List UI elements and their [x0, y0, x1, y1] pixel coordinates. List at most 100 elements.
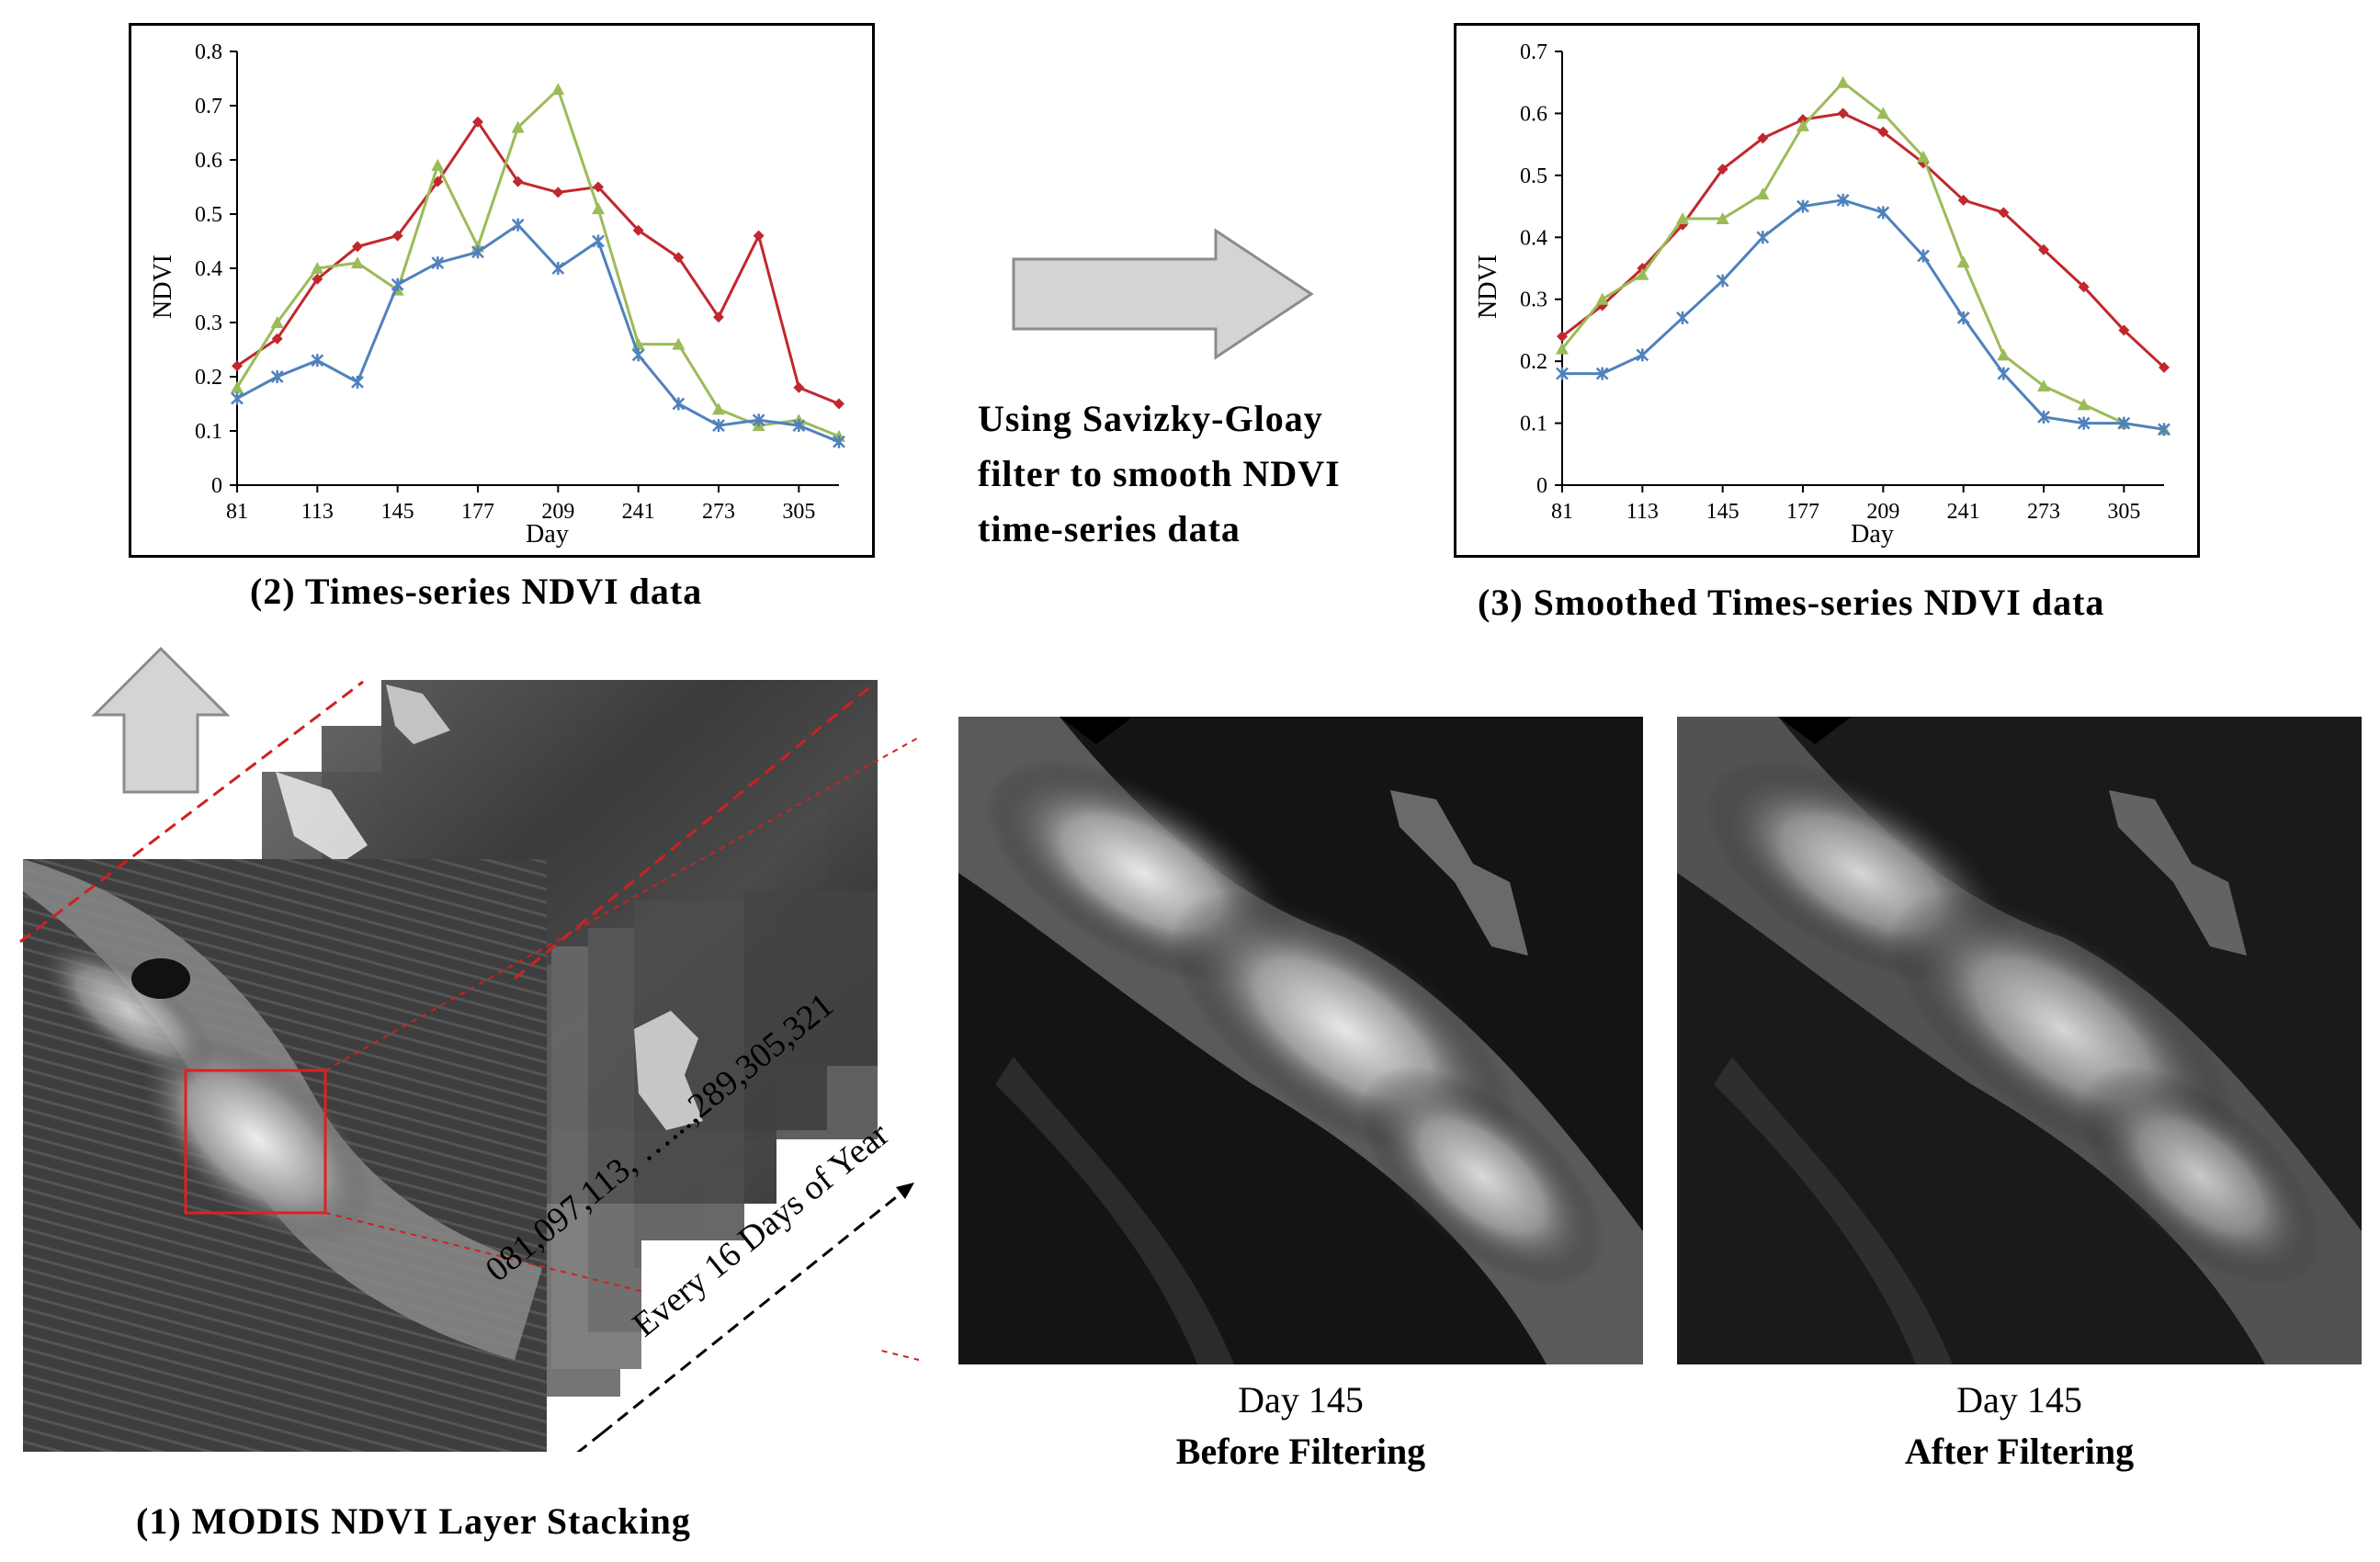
chart2-x-tick-label: 145	[1706, 500, 1740, 524]
data-point	[1836, 75, 1850, 88]
chart2-x-tick-label: 81	[1551, 500, 1573, 524]
before-day-label: Day 145	[1238, 1379, 1364, 1421]
chart1-series-line	[236, 222, 840, 444]
chart2-y-axis-label: NDVI	[1474, 255, 1502, 319]
data-point	[552, 187, 564, 198]
chart1-series-line	[235, 86, 840, 438]
data-point	[1557, 331, 1568, 343]
data-point	[551, 262, 565, 275]
chart2-y-tick-label: 0.5	[1520, 164, 1547, 188]
chart1-x-tick-label: 209	[541, 500, 574, 524]
chart1-series-2	[231, 218, 845, 448]
data-point	[672, 397, 686, 411]
chart2-x-tick-label: 177	[1786, 500, 1819, 524]
data-point	[2117, 416, 2131, 430]
data-point	[1676, 212, 1689, 225]
chart2-x-tick-label: 241	[1947, 500, 1980, 524]
chart1-x-tick-label: 145	[381, 500, 414, 524]
chart1-series-line	[236, 119, 840, 405]
chart2-series-line	[1562, 198, 2165, 431]
filter-note: Using Savizky-Gloay filter to smooth NDV…	[978, 391, 1341, 557]
chart2-series-2	[1556, 193, 2170, 436]
data-point	[511, 120, 525, 133]
data-point	[271, 333, 283, 345]
data-point	[1716, 212, 1729, 225]
chart1-y-tick-label: 0.2	[195, 366, 222, 390]
data-point	[1917, 150, 1930, 163]
chart1-y-tick-label: 0.1	[195, 420, 222, 444]
chart1-y-axis-label: NDVI	[149, 255, 177, 319]
data-point	[352, 241, 363, 253]
data-point	[1676, 311, 1689, 324]
chart1-caption: (2) Times-series NDVI data	[250, 571, 703, 612]
filter-note-line2: filter to smooth NDVI	[978, 453, 1341, 494]
chart1-x-tick-label: 81	[226, 500, 248, 524]
data-point	[1757, 132, 1769, 144]
chart1-series-0	[232, 116, 844, 410]
data-point	[672, 337, 686, 350]
data-point	[431, 158, 445, 171]
chart2-y-tick-label: 0.4	[1520, 226, 1547, 250]
data-point	[312, 273, 323, 285]
filter-note-line1: Using Savizky-Gloay	[978, 398, 1323, 439]
data-point	[1756, 231, 1770, 244]
chart2-x-tick-label: 209	[1866, 500, 1899, 524]
chart2-caption: (3) Smoothed Times-series NDVI data	[1478, 582, 2105, 623]
chart1-y-tick-label: 0	[211, 474, 222, 498]
data-point	[1956, 255, 1970, 268]
data-point	[351, 375, 364, 389]
chart2-x-tick-label: 273	[2027, 500, 2060, 524]
chart2-series-0	[1557, 108, 2170, 373]
chart1-y-tick-label: 0.6	[195, 149, 222, 173]
chart1-y-tick-label: 0.7	[195, 95, 222, 119]
chart2-series-1	[1556, 75, 2170, 436]
data-point	[311, 354, 324, 368]
chart1-y-tick-label: 0.4	[195, 257, 222, 281]
chart1-y-tick-label: 0.8	[195, 40, 222, 64]
data-point	[1595, 367, 1609, 380]
chart2-y-tick-label: 0	[1536, 474, 1547, 498]
data-point	[631, 348, 645, 362]
data-point	[712, 419, 725, 433]
ndvi-layer-stack	[19, 680, 919, 1452]
data-point	[2159, 361, 2170, 373]
ndvi-raw-chart-svg: 0 0.1 0.2 0.3 0.4 0.5 0.6 0.7 0.8 81 113 145 177 209 2…	[149, 40, 845, 549]
data-point	[391, 277, 404, 291]
chart2-y-tick-label: 0.2	[1520, 350, 1547, 374]
data-point	[1716, 274, 1729, 288]
chart2-x-tick-label: 113	[1626, 500, 1659, 524]
data-point	[2078, 281, 2090, 293]
data-point	[752, 413, 765, 427]
chart2-y-tick-label: 0.7	[1520, 40, 1547, 64]
data-point	[1917, 249, 1930, 263]
data-point	[753, 230, 765, 242]
data-point	[471, 245, 484, 259]
data-point	[2037, 410, 2050, 424]
data-point	[592, 202, 605, 215]
chart1-x-tick-label: 241	[622, 500, 655, 524]
data-point	[270, 370, 284, 383]
chart2-x-axis-label: Day	[1851, 520, 1894, 549]
data-point	[512, 175, 524, 187]
data-point	[1998, 207, 2010, 219]
data-point	[712, 402, 725, 415]
ndvi-raw-chart: 0 0.1 0.2 0.3 0.4 0.5 0.6 0.7 0.8 81 113 145 177 209 2…	[129, 23, 875, 558]
chart2-y-tick-label: 0.6	[1520, 102, 1547, 126]
selection-box	[184, 1069, 327, 1215]
data-point	[1877, 126, 1889, 138]
data-point	[431, 256, 445, 270]
chart1-x-tick-label: 305	[782, 500, 815, 524]
data-point	[1556, 367, 1569, 380]
data-point	[1836, 193, 1850, 207]
data-point	[1876, 206, 1890, 220]
data-point	[833, 398, 844, 410]
data-point	[1956, 311, 1970, 324]
right-arrow-icon	[1012, 228, 1314, 360]
data-point	[793, 381, 805, 393]
data-point	[1997, 348, 2011, 361]
data-point	[593, 181, 604, 193]
data-point	[1756, 187, 1770, 200]
data-point	[2077, 416, 2091, 430]
data-point	[713, 311, 724, 323]
data-point	[1796, 199, 1809, 213]
